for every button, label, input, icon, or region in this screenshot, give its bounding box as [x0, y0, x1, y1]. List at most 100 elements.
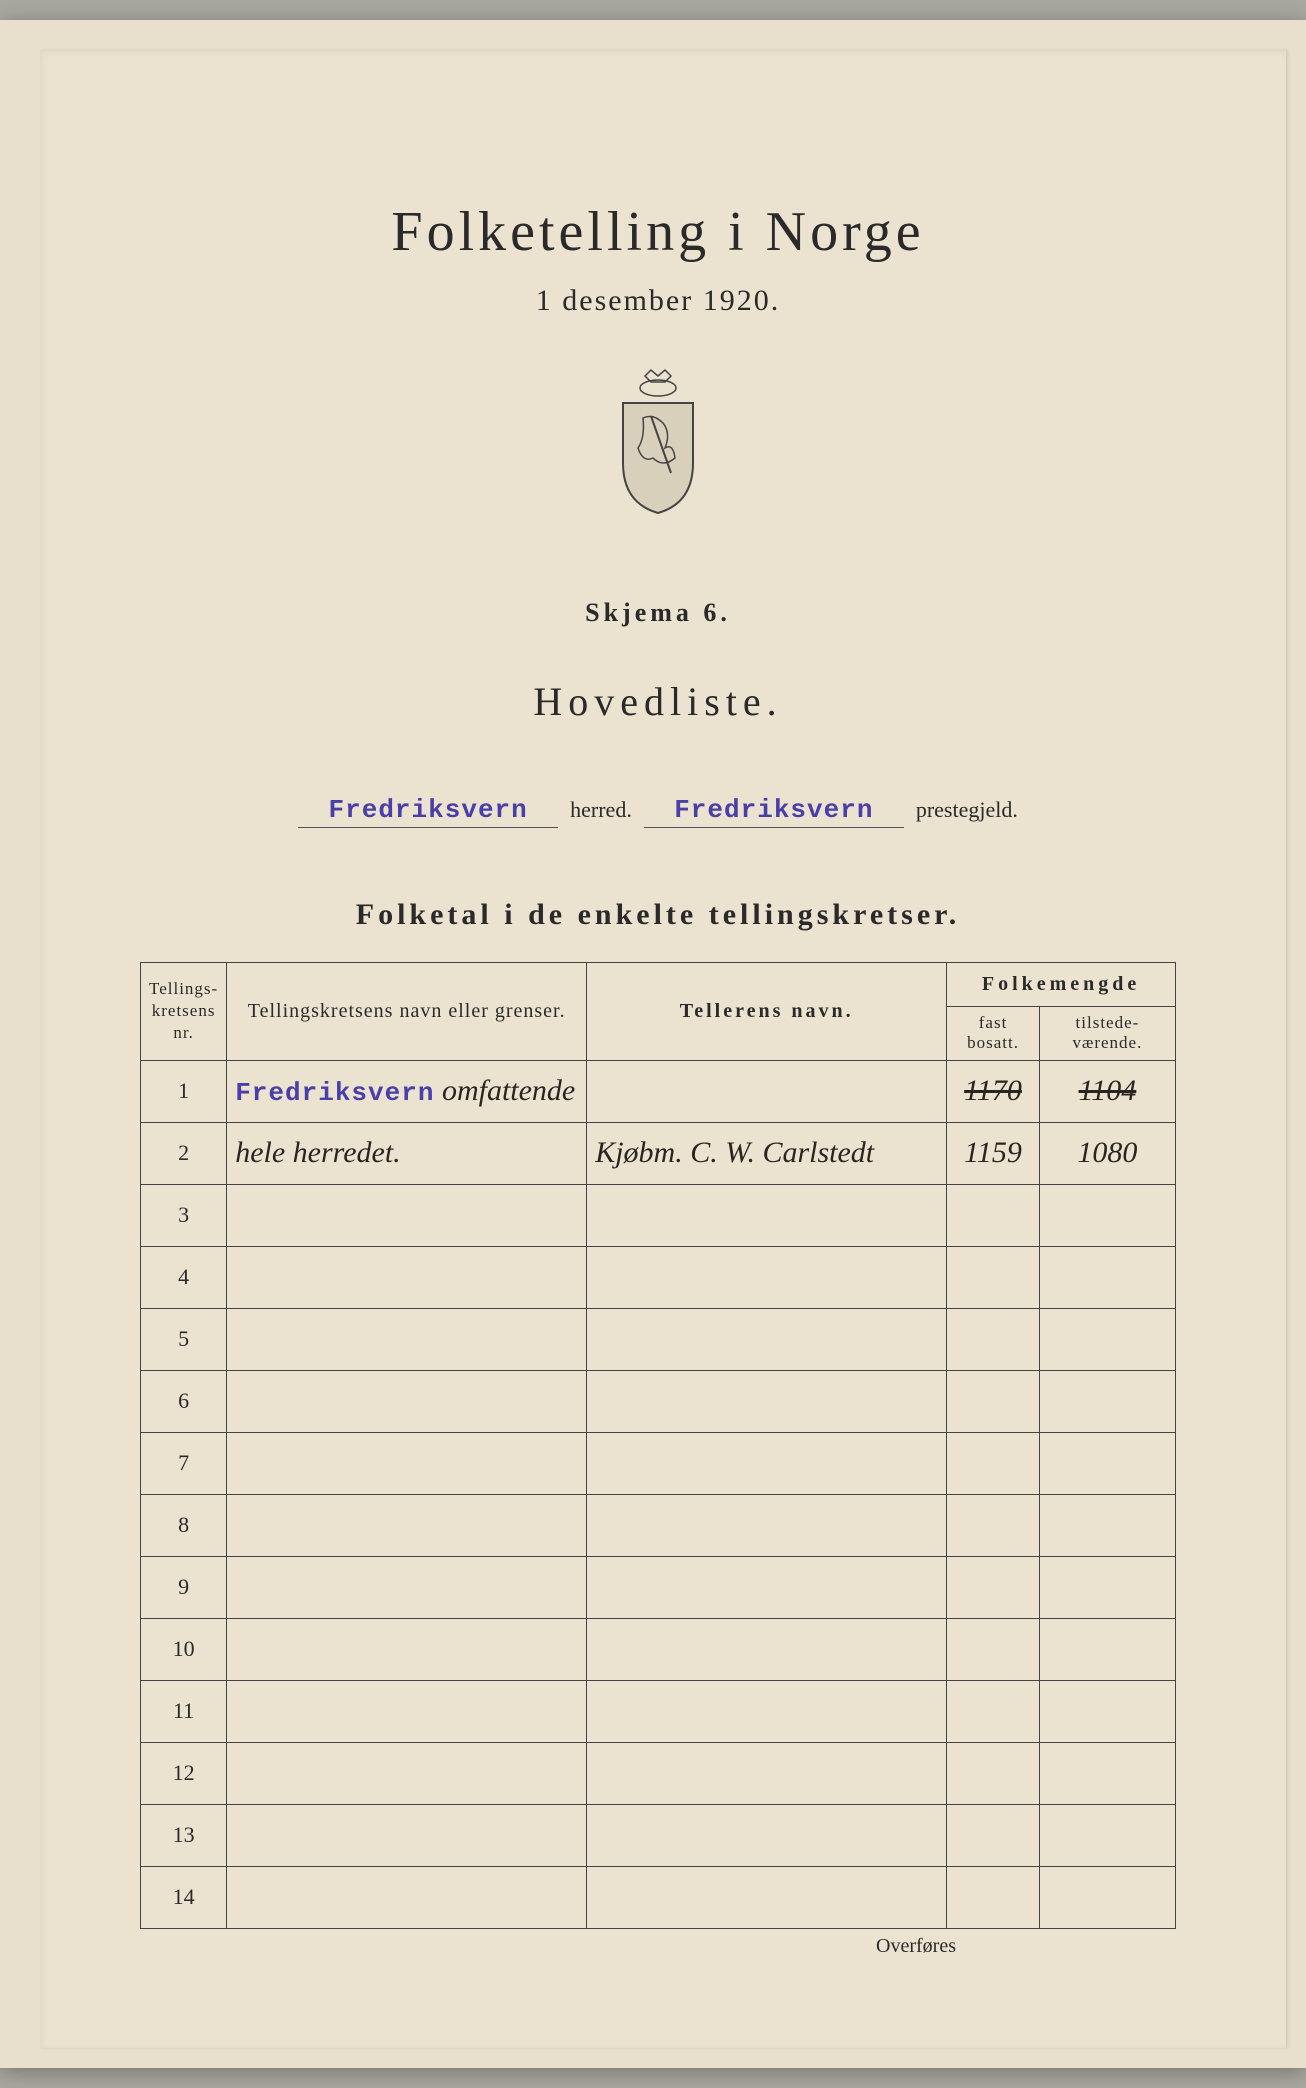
cell-teller: [587, 1370, 947, 1432]
table-row: 14: [141, 1866, 1176, 1928]
table-row: 9: [141, 1556, 1176, 1618]
cell-nr: 13: [141, 1804, 227, 1866]
cell-fast: [947, 1494, 1040, 1556]
cell-navn: [227, 1246, 587, 1308]
cell-tilstede: [1039, 1742, 1175, 1804]
cell-fast: [947, 1432, 1040, 1494]
cell-fast: [947, 1370, 1040, 1432]
table-row: 11: [141, 1680, 1176, 1742]
cell-nr: 6: [141, 1370, 227, 1432]
cell-fast: [947, 1680, 1040, 1742]
herred-field: Fredriksvern: [298, 795, 558, 828]
prestegjeld-label: prestegjeld.: [916, 797, 1018, 823]
cell-navn: [227, 1618, 587, 1680]
cell-teller: [587, 1742, 947, 1804]
cell-fast: [947, 1866, 1040, 1928]
cell-fast: [947, 1308, 1040, 1370]
schema-label: Skjema 6.: [140, 598, 1176, 628]
cell-navn: [227, 1184, 587, 1246]
cell-nr: 12: [141, 1742, 227, 1804]
cell-tilstede: 1104: [1039, 1060, 1175, 1122]
cell-tilstede: [1039, 1866, 1175, 1928]
overfores-label: Overføres: [140, 1935, 1176, 1958]
table-row: 1Fredriksvern omfattende 11701104: [141, 1060, 1176, 1122]
cell-tilstede: [1039, 1556, 1175, 1618]
cell-tilstede: 1080: [1039, 1122, 1175, 1184]
cell-teller: [587, 1804, 947, 1866]
cell-teller: [587, 1184, 947, 1246]
col-header-nr: Tellings-kretsens nr.: [141, 963, 227, 1061]
cell-navn: [227, 1432, 587, 1494]
cell-navn: [227, 1308, 587, 1370]
cell-fast: [947, 1246, 1040, 1308]
coat-of-arms-icon: [140, 368, 1176, 518]
col-header-navn: Tellingskretsens navn eller grenser.: [227, 963, 587, 1061]
col-header-teller: Tellerens navn.: [587, 963, 947, 1061]
cell-fast: [947, 1618, 1040, 1680]
cell-teller: [587, 1308, 947, 1370]
cell-fast: 1170: [947, 1060, 1040, 1122]
cell-nr: 2: [141, 1122, 227, 1184]
cell-teller: [587, 1680, 947, 1742]
cell-navn: [227, 1680, 587, 1742]
content-area: Folketelling i Norge 1 desember 1920. Sk…: [80, 80, 1236, 1998]
table-row: 3: [141, 1184, 1176, 1246]
cell-tilstede: [1039, 1432, 1175, 1494]
cell-nr: 3: [141, 1184, 227, 1246]
table-row: 7: [141, 1432, 1176, 1494]
table-row: 2hele herredet.Kjøbm. C. W. Carlstedt115…: [141, 1122, 1176, 1184]
herred-label: herred.: [570, 797, 632, 823]
cell-fast: [947, 1804, 1040, 1866]
cell-navn: [227, 1370, 587, 1432]
cell-tilstede: [1039, 1680, 1175, 1742]
cell-teller: [587, 1494, 947, 1556]
table-row: 13: [141, 1804, 1176, 1866]
cell-tilstede: [1039, 1184, 1175, 1246]
cell-tilstede: [1039, 1370, 1175, 1432]
table-row: 4: [141, 1246, 1176, 1308]
cell-nr: 9: [141, 1556, 227, 1618]
census-table: Tellings-kretsens nr. Tellingskretsens n…: [140, 962, 1176, 1929]
cell-tilstede: [1039, 1804, 1175, 1866]
cell-navn: [227, 1866, 587, 1928]
cell-nr: 8: [141, 1494, 227, 1556]
table-row: 8: [141, 1494, 1176, 1556]
cell-teller: [587, 1246, 947, 1308]
cell-nr: 11: [141, 1680, 227, 1742]
main-title: Folketelling i Norge: [140, 200, 1176, 264]
col-header-folkemengde: Folkemengde: [947, 963, 1176, 1007]
cell-teller: [587, 1618, 947, 1680]
col-header-fast: fast bosatt.: [947, 1007, 1040, 1061]
document-page: Folketelling i Norge 1 desember 1920. Sk…: [0, 20, 1306, 2068]
cell-navn: [227, 1494, 587, 1556]
table-row: 10: [141, 1618, 1176, 1680]
cell-navn: [227, 1742, 587, 1804]
cell-teller: Kjøbm. C. W. Carlstedt: [587, 1122, 947, 1184]
prestegjeld-field: Fredriksvern: [644, 795, 904, 828]
cell-nr: 14: [141, 1866, 227, 1928]
list-title: Hovedliste.: [140, 678, 1176, 725]
cell-nr: 1: [141, 1060, 227, 1122]
cell-teller: [587, 1866, 947, 1928]
cell-navn: Fredriksvern omfattende: [227, 1060, 587, 1122]
table-row: 12: [141, 1742, 1176, 1804]
cell-navn: hele herredet.: [227, 1122, 587, 1184]
cell-tilstede: [1039, 1308, 1175, 1370]
cell-nr: 7: [141, 1432, 227, 1494]
cell-tilstede: [1039, 1246, 1175, 1308]
cell-nr: 5: [141, 1308, 227, 1370]
col-header-tilstede: tilstede-værende.: [1039, 1007, 1175, 1061]
form-line: Fredriksvern herred. Fredriksvern preste…: [140, 795, 1176, 828]
cell-nr: 10: [141, 1618, 227, 1680]
cell-teller: [587, 1556, 947, 1618]
cell-tilstede: [1039, 1494, 1175, 1556]
cell-fast: [947, 1184, 1040, 1246]
date-line: 1 desember 1920.: [140, 284, 1176, 318]
cell-fast: 1159: [947, 1122, 1040, 1184]
table-row: 5: [141, 1308, 1176, 1370]
cell-teller: [587, 1060, 947, 1122]
section-title: Folketal i de enkelte tellingskretser.: [140, 898, 1176, 932]
cell-fast: [947, 1742, 1040, 1804]
cell-fast: [947, 1556, 1040, 1618]
cell-teller: [587, 1432, 947, 1494]
